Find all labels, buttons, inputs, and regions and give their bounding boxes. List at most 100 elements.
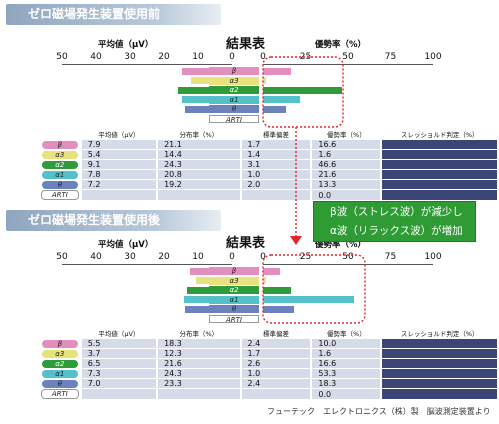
right-axis-line [263,64,433,65]
highlight-box-before [262,56,344,128]
table-row: α3 5.4 14.4 1.4 1.6 [40,150,497,159]
avg-bar [182,96,209,103]
table-cell-avg: 5.4 [81,150,157,159]
table-cell-sd: 1.7 [241,140,311,149]
dominance-bar [263,267,280,275]
table-cell-threshold [382,170,497,179]
table-wave-label: α1 [41,369,78,378]
left-tick-label: 20 [158,252,170,262]
table-row: β 7.9 21.1 1.7 16.6 [40,140,497,149]
right-tick-label: 75 [384,52,397,62]
dominance-bar [263,296,354,303]
table-header: 標準偏差 [241,129,311,139]
table-cell-dist [158,389,240,399]
right-tick-label: 50 [342,252,354,262]
dominance-bar [263,86,343,94]
avg-bar [190,267,209,275]
table-header: 分布率（%） [158,129,240,139]
data-table-after: 平均値（μV） 分布率（%） 標準偏差 優勢率（%） スレッショルド判定（%） β 5.5 1… [38,327,499,400]
avg-bar [190,77,209,84]
table-header [40,129,80,139]
table-cell-dom: 10.0 [312,339,381,348]
table-cell-threshold [382,190,497,200]
bar-chart-before: 50 40 30 20 10 0 0 25 50 75 100 β α3 α2 α1 θ ARTI [0,0,499,140]
table-row: α2 9.1 24.3 3.1 46.6 [40,160,497,169]
table-cell-sd: 2.4 [241,379,311,388]
right-tick-label: 25 [299,252,312,262]
avg-bar [196,277,209,284]
table-cell-dom: 1.6 [312,349,381,358]
chart-title-after: 結果表 [226,236,266,251]
table-wave-label: α2 [41,160,78,169]
highlight-box-after [262,254,366,324]
section-title-before: ゼロ磁場発生装置使用前 [6,4,221,25]
avg-bar [184,105,209,113]
table-wave-label: θ [41,379,78,388]
right-tick-label: 100 [424,252,442,262]
left-tick-label: 0 [229,252,235,262]
table-cell-threshold [382,369,497,378]
table-cell-avg: 7.8 [81,170,157,179]
table-cell-dist: 14.4 [158,150,240,159]
annotation-line-1: β波（ストレス波）が減少し [330,206,463,218]
table-header: 分布率（%） [158,328,240,338]
right-axis-label-before: 優勢率（%） [315,40,367,50]
left-tick-label: 50 [56,52,68,62]
table-cell-threshold [382,180,497,189]
left-tick-label: 10 [192,252,204,262]
table-cell-dist: 20.8 [158,170,240,179]
table-header [40,328,80,338]
table-row: θ 7.0 23.3 2.4 18.3 [40,379,497,388]
chart-wave-label: ARTI [209,114,259,124]
avg-bar [184,296,209,303]
table-cell-avg [81,389,157,399]
table-header: スレッショルド判定（%） [382,328,497,338]
right-tick-label: 0 [260,52,266,62]
left-tick-label: 50 [56,252,68,262]
table-cell-avg: 7.3 [81,369,157,378]
table-wave-label: α2 [41,359,78,368]
right-tick-label: 50 [342,52,354,62]
table-cell-avg [81,190,157,200]
section-title-after: ゼロ磁場発生装置使用後 [6,210,221,231]
table-header: 標準偏差 [241,328,311,338]
chart-wave-label: α1 [209,295,259,304]
table-cell-sd: 3.1 [241,160,311,169]
table-cell-dist: 18.3 [158,339,240,348]
table-cell-dom: 18.3 [312,379,381,388]
table-cell-dom: 16.6 [312,140,381,149]
chart-wave-label: α2 [209,86,259,94]
table-wave-label: α3 [41,150,78,159]
table-cell-sd: 2.0 [241,180,311,189]
table-cell-threshold [382,389,497,399]
annotation-line-2: α波（リラックス波）が増加 [330,225,463,237]
chart-wave-label: α1 [209,95,259,104]
left-tick-label: 10 [192,52,204,62]
table-wave-label: ARTI [40,190,79,200]
table-row: ARTI 0.0 [40,190,497,200]
table-cell-dom: 0.0 [312,190,381,200]
table-cell-dist [158,190,240,200]
table-cell-threshold [382,140,497,149]
dominance-bar [263,277,266,284]
chart-wave-label: ARTI [209,314,259,324]
data-table-before: 平均値（μV） 分布率（%） 標準偏差 優勢率（%） スレッショルド判定（%） β 7.9 2… [38,128,499,201]
table-row: α2 6.5 21.6 2.6 16.6 [40,359,497,368]
table-row: α3 3.7 12.3 1.7 1.6 [40,349,497,358]
table-cell-avg: 9.1 [81,160,157,169]
credit-text: フューテック エレクトロニクス（株）製 脳波測定装置より [267,407,491,416]
table-cell-dom: 53.3 [312,369,381,378]
table-header: スレッショルド判定（%） [382,129,497,139]
chart-wave-label: θ [209,305,259,313]
right-tick-label: 0 [260,252,266,262]
left-axis-line [62,264,232,265]
table-cell-dist: 21.1 [158,140,240,149]
table-cell-sd: 2.6 [241,359,311,368]
dominance-bar [263,105,286,113]
table-cell-dom: 46.6 [312,160,381,169]
right-tick-label: 25 [299,52,312,62]
table-cell-avg: 7.0 [81,379,157,388]
dominance-bar [263,96,300,103]
bar-chart-after: 50 40 30 20 10 0 0 25 50 75 100 β α3 α2 α1 θ ARTI [0,200,499,340]
